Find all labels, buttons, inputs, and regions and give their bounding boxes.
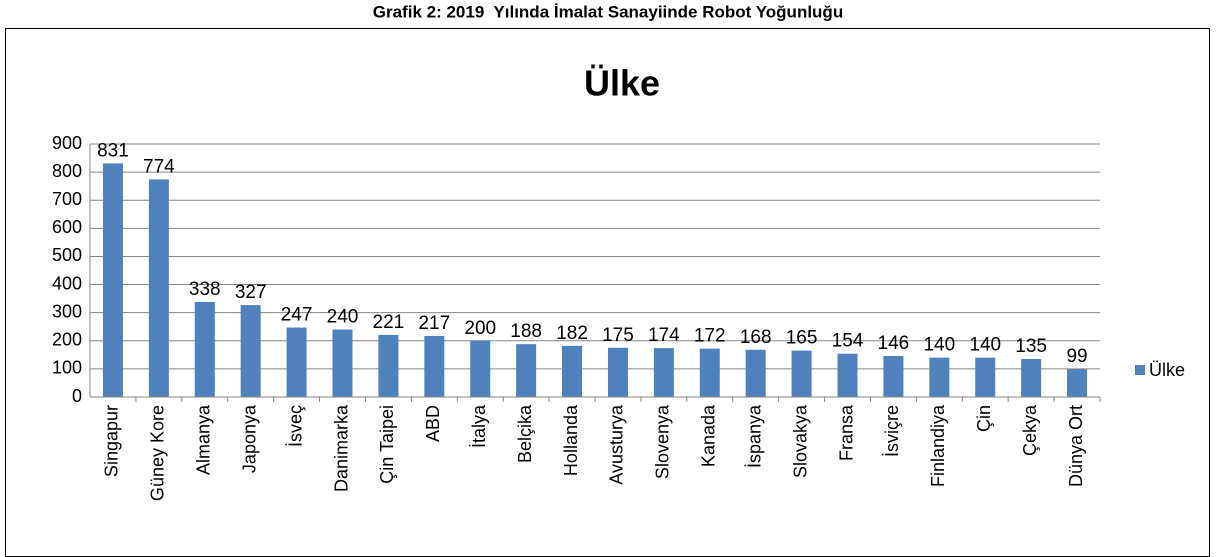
x-tick-label: Fransa (836, 404, 856, 461)
bar (516, 344, 537, 397)
data-label: 247 (281, 305, 313, 326)
data-label: 240 (327, 307, 359, 328)
x-tick-label: Dünya Ort (1066, 405, 1086, 487)
x-tick-label: İsveç (285, 405, 305, 447)
bar (1021, 359, 1042, 397)
data-label: 200 (464, 318, 496, 339)
x-tick-label: İsviçre (882, 405, 902, 457)
data-label: 217 (418, 313, 450, 334)
bar (975, 357, 996, 397)
data-label: 146 (878, 333, 910, 354)
legend-swatch (1135, 365, 1145, 375)
bar (1067, 369, 1088, 397)
bar (424, 335, 445, 397)
y-tick-label: 600 (52, 217, 82, 237)
data-label: 175 (602, 325, 634, 346)
data-label: 154 (832, 331, 864, 352)
x-tick-label: Çin (974, 405, 994, 432)
bar (286, 327, 307, 397)
data-label: 188 (510, 321, 542, 342)
data-label: 165 (786, 328, 818, 349)
data-label: 327 (235, 282, 267, 303)
bar (240, 305, 261, 397)
x-tick-label: ABD (423, 405, 443, 442)
data-label: 221 (373, 312, 405, 333)
chart-title: Ülke (584, 63, 660, 104)
bar (102, 163, 123, 397)
bar (837, 353, 858, 397)
bar (607, 347, 628, 397)
data-label: 135 (1015, 336, 1047, 357)
bar (378, 334, 399, 397)
x-tick-label: Slovakya (790, 404, 810, 478)
bar (562, 345, 583, 397)
y-tick-label: 100 (52, 358, 82, 378)
x-tick-label: Japonya (239, 404, 259, 473)
x-tick-label: Almanya (194, 404, 214, 475)
bar (745, 349, 766, 397)
x-tick-label: Slovenya (653, 404, 673, 479)
y-tick-label: 500 (52, 245, 82, 265)
data-label: 174 (648, 325, 680, 346)
x-tick-label: Avusturya (607, 404, 627, 485)
heading: Grafik 2: 2019 Yılında İmalat Sanayiinde… (373, 2, 843, 21)
bar (332, 329, 353, 397)
data-label: 182 (556, 323, 588, 344)
data-label: 774 (143, 156, 175, 177)
bar (194, 301, 215, 397)
legend-label: Ülke (1149, 360, 1185, 380)
bar (148, 179, 169, 397)
y-tick-label: 200 (52, 330, 82, 350)
x-tick-label: Singapur (102, 405, 122, 477)
x-tick-label: Belçika (515, 404, 535, 463)
bar (470, 340, 491, 397)
x-tick-label: Çin Taipei (377, 405, 397, 484)
x-tick-label: Finlandiya (928, 404, 948, 487)
y-tick-label: 800 (52, 161, 82, 181)
data-label: 140 (923, 335, 955, 356)
data-label: 172 (694, 326, 726, 347)
data-label: 338 (189, 279, 221, 300)
y-tick-label: 900 (52, 133, 82, 153)
y-tick-label: 300 (52, 301, 82, 321)
bar (699, 348, 720, 397)
y-tick-label: 700 (52, 189, 82, 209)
x-tick-label: Danimarka (331, 404, 351, 492)
x-tick-label: İtalya (469, 404, 489, 448)
x-tick-label: Hollanda (561, 404, 581, 476)
bar (883, 355, 904, 397)
bar (653, 348, 674, 397)
data-label: 99 (1066, 346, 1087, 367)
data-label: 140 (969, 335, 1001, 356)
data-label: 168 (740, 327, 772, 348)
data-label: 831 (97, 140, 129, 161)
x-tick-label: Çekya (1020, 404, 1040, 456)
x-tick-label: Kanada (699, 404, 719, 467)
y-tick-label: 400 (52, 273, 82, 293)
bar (791, 350, 812, 397)
bar (929, 357, 950, 397)
y-tick-label: 0 (72, 386, 82, 406)
x-tick-label: Güney Kore (148, 405, 168, 501)
x-tick-label: İspanya (744, 404, 764, 468)
